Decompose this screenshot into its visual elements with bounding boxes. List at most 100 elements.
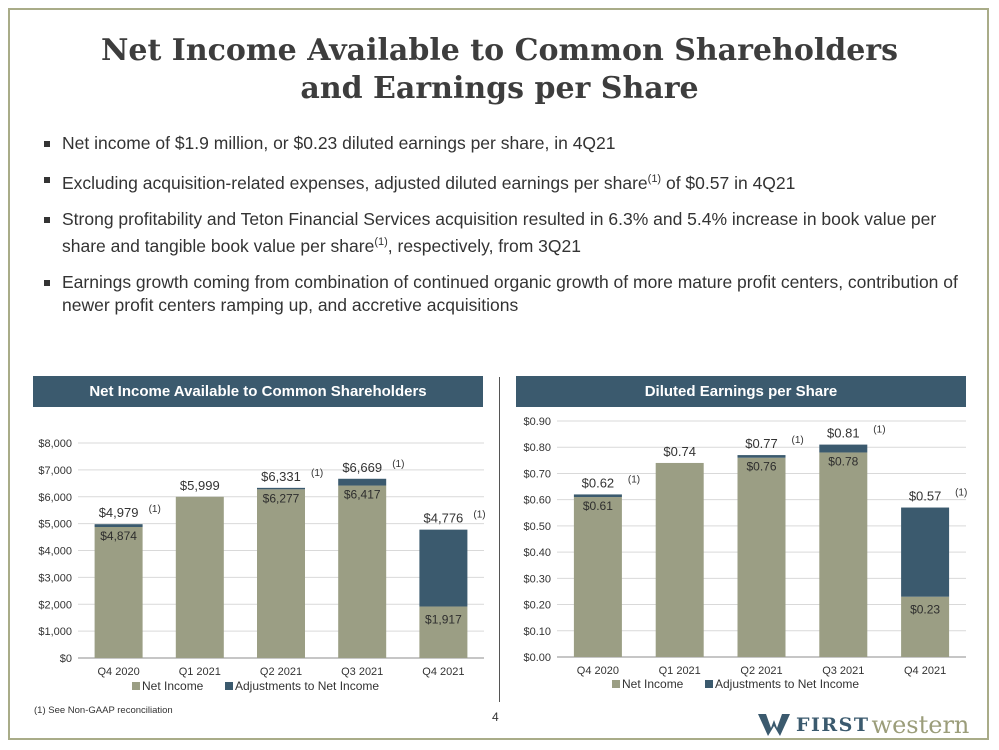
slide-frame bbox=[8, 8, 989, 740]
bar-total-label: $0.77 bbox=[745, 436, 778, 451]
bar-total-label: $6,669 bbox=[342, 460, 382, 475]
logo-mark-icon bbox=[758, 714, 790, 736]
y-tick-label: $0.80 bbox=[523, 442, 551, 454]
y-tick-label: $2,000 bbox=[38, 599, 72, 611]
y-tick-label: $4,000 bbox=[38, 546, 72, 558]
bar-adjustments bbox=[737, 455, 786, 458]
bar-total-label: $4,979 bbox=[99, 505, 139, 520]
x-tick-label: Q1 2021 bbox=[659, 665, 701, 677]
page-number: 4 bbox=[492, 710, 499, 724]
bullet-item: Earnings growth coming from combination … bbox=[42, 271, 962, 317]
x-tick-label: Q4 2020 bbox=[577, 665, 619, 677]
bar-total-label: $0.74 bbox=[663, 444, 696, 459]
legend-swatch-net-income bbox=[132, 682, 140, 690]
net-income-chart-header: Net Income Available to Common Sharehold… bbox=[33, 376, 483, 407]
bar-value-label: $6,277 bbox=[263, 491, 300, 505]
bar-net-income bbox=[573, 497, 622, 657]
bar-value-label: $4,874 bbox=[100, 529, 137, 543]
legend-label: Net Income bbox=[142, 679, 204, 693]
slide-title: Net Income Available to Common Sharehold… bbox=[0, 32, 999, 108]
bar-total-label: $5,999 bbox=[180, 478, 220, 493]
footnote-marker: (1) bbox=[873, 425, 885, 436]
bar-net-income bbox=[655, 462, 704, 657]
bar-value-label: $1,917 bbox=[425, 612, 462, 626]
bar-value-label: $0.76 bbox=[746, 460, 776, 474]
bar-net-income bbox=[419, 606, 468, 658]
y-tick-label: $0.90 bbox=[523, 416, 551, 428]
bar-value-label: $0.78 bbox=[828, 454, 858, 468]
y-tick-label: $0.50 bbox=[523, 521, 551, 533]
bullet-item: Net income of $1.9 million, or $0.23 dil… bbox=[42, 132, 962, 155]
footnote-marker: (1) bbox=[628, 474, 640, 485]
bar-value-label: $0.23 bbox=[910, 603, 940, 617]
y-tick-label: $0.70 bbox=[523, 468, 551, 480]
legend-swatch-adjustments bbox=[225, 682, 233, 690]
footnote-marker: (1) bbox=[374, 235, 388, 248]
footnote: (1) See Non-GAAP reconciliation bbox=[34, 705, 173, 716]
y-tick-label: $5,000 bbox=[38, 519, 72, 531]
bar-total-label: $0.57 bbox=[909, 489, 942, 504]
y-tick-label: $0.20 bbox=[523, 600, 551, 612]
legend-label: Adjustments to Net Income bbox=[235, 679, 379, 693]
panel-divider bbox=[499, 377, 500, 702]
bar-net-income bbox=[257, 489, 305, 658]
footnote-marker: (1) bbox=[955, 488, 967, 499]
bar-adjustments bbox=[257, 487, 305, 490]
logo-text-western: western bbox=[871, 711, 970, 739]
x-tick-label: Q4 2021 bbox=[422, 666, 464, 678]
footnote-marker: (1) bbox=[792, 435, 804, 446]
y-tick-label: $0.60 bbox=[523, 495, 551, 507]
y-tick-label: $0 bbox=[60, 653, 72, 665]
company-logo: FIRST western bbox=[758, 711, 970, 739]
y-tick-label: $7,000 bbox=[38, 465, 72, 477]
bar-adjustments bbox=[94, 524, 143, 528]
bar-net-income bbox=[94, 527, 143, 658]
bar-adjustments bbox=[819, 444, 868, 453]
bar-net-income bbox=[175, 496, 224, 658]
bar-adjustments bbox=[901, 507, 950, 597]
bullet-item: Excluding acquisition-related expenses, … bbox=[42, 168, 962, 195]
bar-adjustments bbox=[573, 494, 622, 498]
y-tick-label: $0.30 bbox=[523, 573, 551, 585]
bar-net-income bbox=[338, 485, 387, 658]
bullet-list: Net income of $1.9 million, or $0.23 dil… bbox=[42, 132, 962, 330]
legend-label: Adjustments to Net Income bbox=[715, 677, 859, 691]
footnote-marker: (1) bbox=[647, 173, 662, 185]
logo-text-first: FIRST bbox=[796, 714, 870, 736]
y-tick-label: $0.00 bbox=[523, 652, 551, 664]
title-line-2: and Earnings per Share bbox=[300, 71, 699, 106]
x-tick-label: Q2 2021 bbox=[260, 666, 302, 678]
y-tick-label: $0.10 bbox=[523, 626, 551, 638]
bar-value-label: $6,417 bbox=[344, 488, 381, 502]
x-tick-label: Q2 2021 bbox=[740, 665, 782, 677]
y-tick-label: $8,000 bbox=[38, 438, 72, 450]
y-tick-label: $3,000 bbox=[38, 572, 72, 584]
x-tick-label: Q3 2021 bbox=[822, 665, 864, 677]
legend-swatch-net-income bbox=[612, 680, 620, 688]
bar-adjustments bbox=[419, 529, 468, 607]
bar-total-label: $0.81 bbox=[827, 426, 860, 441]
y-tick-label: $0.40 bbox=[523, 547, 551, 559]
x-tick-label: Q4 2021 bbox=[904, 665, 946, 677]
footnote-marker: (1) bbox=[473, 510, 485, 521]
x-tick-label: Q3 2021 bbox=[341, 666, 383, 678]
x-tick-label: Q4 2020 bbox=[97, 666, 139, 678]
x-tick-label: Q1 2021 bbox=[179, 666, 221, 678]
footnote-marker: (1) bbox=[392, 459, 404, 470]
bar-total-label: $6,331 bbox=[261, 469, 301, 484]
legend-swatch-adjustments bbox=[705, 680, 713, 688]
y-tick-label: $6,000 bbox=[38, 492, 72, 504]
legend-label: Net Income bbox=[622, 677, 684, 691]
bar-net-income bbox=[737, 457, 786, 657]
y-tick-label: $1,000 bbox=[38, 626, 72, 638]
footnote-marker: (1) bbox=[311, 468, 323, 479]
bar-net-income bbox=[901, 596, 950, 657]
bar-value-label: $0.61 bbox=[583, 499, 613, 513]
title-line-1: Net Income Available to Common Sharehold… bbox=[100, 33, 898, 68]
bar-total-label: $0.62 bbox=[582, 475, 615, 490]
bar-adjustments bbox=[338, 478, 387, 486]
footnote-marker: (1) bbox=[149, 504, 161, 515]
eps-chart-header: Diluted Earnings per Share bbox=[516, 376, 966, 407]
bar-total-label: $4,776 bbox=[424, 511, 464, 526]
